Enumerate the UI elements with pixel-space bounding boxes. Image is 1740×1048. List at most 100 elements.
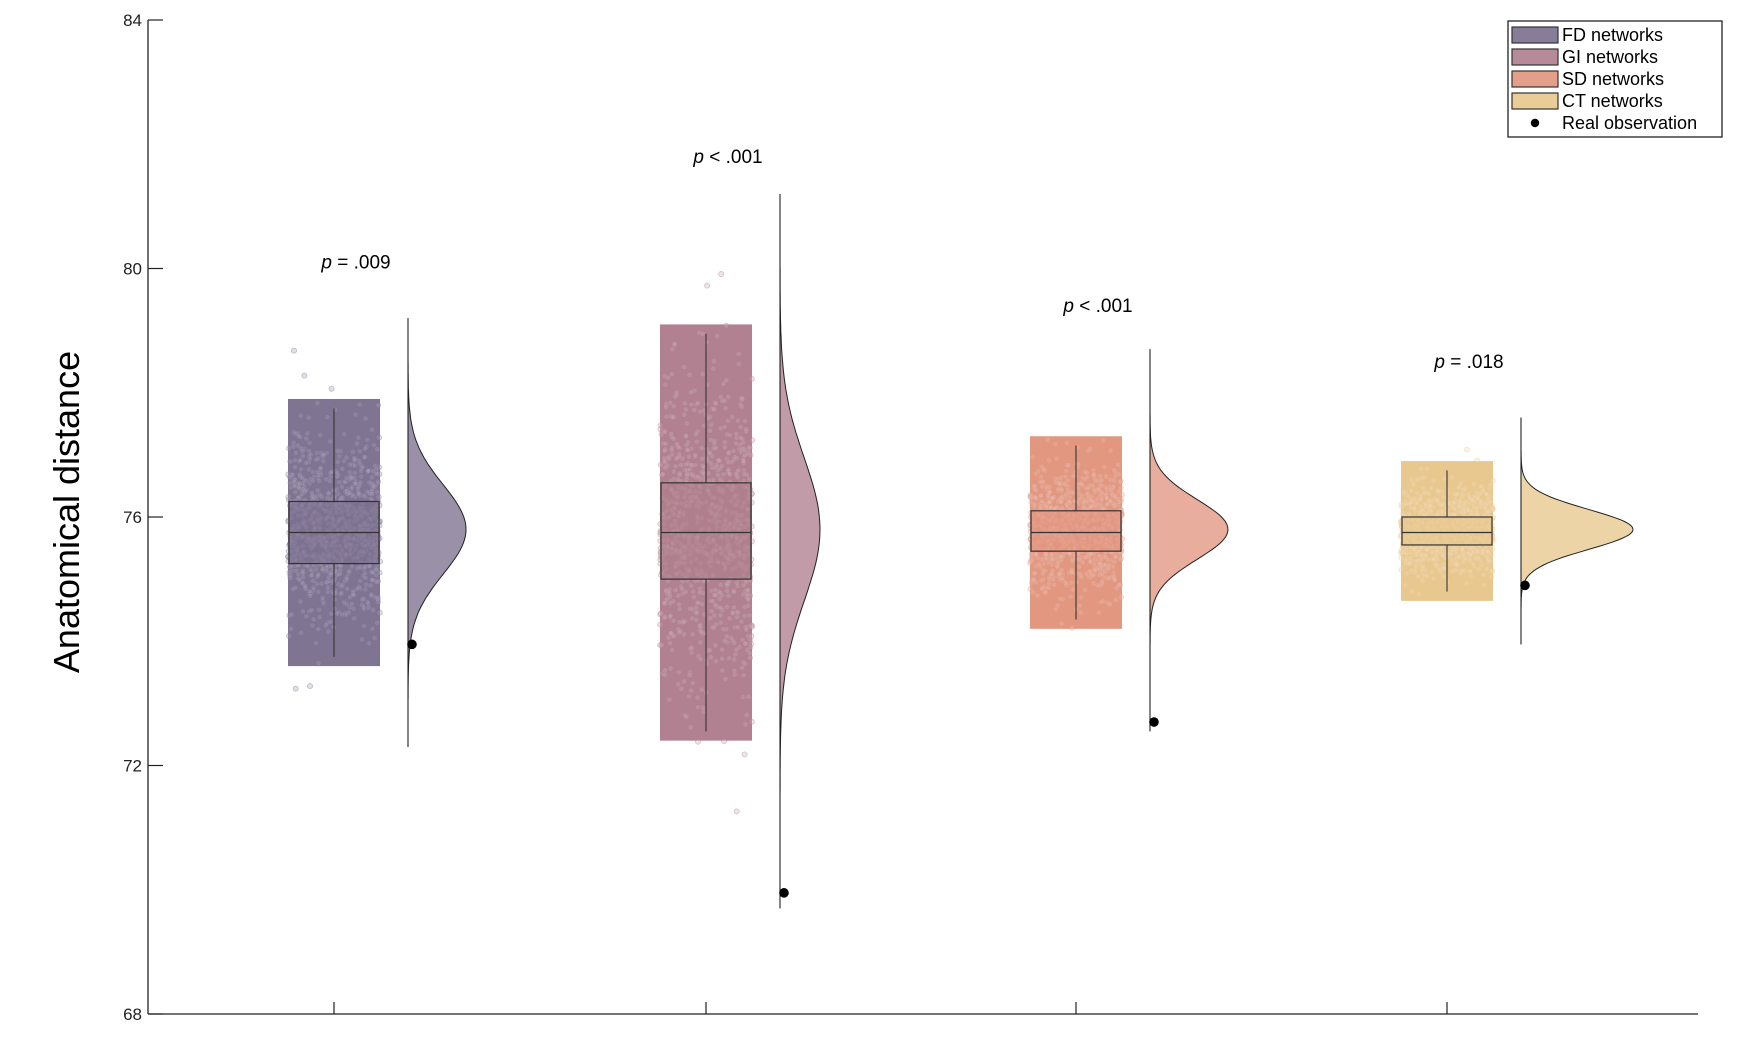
scatter-point-gi-networks (721, 424, 728, 430)
scatter-point-sd-networks (1107, 483, 1113, 490)
scatter-point-sd-networks (1087, 446, 1094, 452)
scatter-point-fd-networks (365, 468, 372, 475)
scatter-point-fd-networks (289, 472, 296, 479)
scatter-point-fd-networks (315, 572, 322, 579)
scatter-point-sd-networks (1051, 494, 1057, 501)
scatter-point-ct-networks (1429, 498, 1436, 504)
scatter-point-sd-networks (1102, 568, 1109, 575)
scatter-point-fd-networks (375, 578, 381, 585)
scatter-point-sd-networks (1043, 500, 1050, 507)
scatter-point-fd-networks (369, 480, 376, 486)
scatter-point-gi-networks (697, 585, 704, 592)
scatter-point-gi-networks (660, 440, 667, 447)
scatter-point-fd-networks (324, 589, 331, 595)
scatter-point-fd-networks (308, 590, 315, 597)
scatter-point-sd-networks (1116, 488, 1123, 495)
scatter-point-sd-networks (1105, 575, 1111, 582)
scatter-point-fd-networks (307, 451, 314, 458)
scatter-point-fd-networks (315, 626, 322, 633)
scatter-point-fd-networks (342, 610, 349, 617)
scatter-point-sd-networks (1092, 477, 1099, 484)
scatter-point-sd-networks (1107, 447, 1114, 454)
scatter-point-sd-networks (1031, 570, 1038, 577)
scatter-point-gi-networks (682, 461, 689, 468)
scatter-point-fd-networks (337, 448, 344, 455)
scatter-point-fd-networks (373, 481, 380, 488)
observation-layer (407, 580, 1530, 898)
scatter-point-sd-networks (1037, 478, 1044, 485)
scatter-point-fd-networks (356, 460, 363, 467)
scatter-point-sd-networks (1096, 571, 1103, 578)
scatter-point-gi-networks (711, 406, 718, 413)
scatter-point-sd-networks (1038, 577, 1045, 584)
scatter-point-gi-networks (734, 582, 741, 589)
scatter-point-ct-networks (1484, 547, 1491, 554)
scatter-point-gi-networks (661, 428, 668, 435)
scatter-point-sd-networks (1117, 484, 1124, 491)
scatter-point-fd-networks (317, 469, 324, 476)
scatter-point-fd-networks (317, 491, 323, 498)
y-tick-label: 80 (123, 260, 142, 279)
scatter-point-fd-networks (313, 493, 320, 500)
scatter-point-fd-networks (355, 483, 362, 490)
scatter-point-fd-networks (306, 590, 312, 597)
scatter-point-gi-networks (748, 622, 755, 629)
scatter-point-fd-networks (292, 480, 299, 487)
scatter-point-gi-networks (671, 476, 678, 483)
scatter-point-gi-networks (708, 460, 715, 467)
scatter-point-sd-networks (1068, 569, 1075, 576)
scatter-point-ct-networks (1483, 501, 1490, 507)
scatter-point-ct-networks (1449, 474, 1456, 481)
scatter-point-gi-networks (668, 371, 675, 378)
scatter-point-ct-networks (1444, 579, 1451, 586)
scatter-point-gi-networks (698, 445, 705, 452)
scatter-point-gi-networks (707, 647, 713, 654)
scatter-point-fd-networks (375, 494, 382, 500)
scatter-point-gi-networks (699, 371, 706, 378)
scatter-point-fd-networks (295, 442, 301, 449)
scatter-point-gi-networks (735, 609, 742, 616)
real-observation-ct-networks (1520, 580, 1530, 591)
scatter-point-fd-networks (301, 483, 308, 490)
scatter-point-sd-networks (1086, 496, 1093, 503)
scatter-point-gi-networks (692, 452, 699, 458)
scatter-point-gi-networks (735, 351, 742, 357)
scatter-point-sd-networks (1040, 466, 1047, 473)
scatter-point-ct-networks (1479, 550, 1486, 557)
scatter-point-fd-networks (376, 569, 383, 576)
scatter-point-sd-networks (1109, 493, 1116, 500)
scatter-point-ct-networks (1415, 573, 1422, 580)
scatter-point-gi-networks (724, 633, 730, 640)
scatter-point-gi-networks (736, 445, 743, 452)
scatter-point-gi-networks (699, 455, 706, 462)
scatter-point-gi-networks (734, 468, 741, 475)
scatter-point-gi-networks (708, 587, 715, 594)
scatter-point-gi-networks (696, 589, 703, 596)
scatter-point-ct-networks (1417, 496, 1424, 503)
scatter-point-fd-networks (338, 495, 344, 501)
scatter-point-sd-networks (1078, 574, 1085, 581)
scatter-point-fd-networks (357, 585, 364, 592)
scatter-point-ct-networks (1410, 546, 1417, 553)
scatter-point-fd-networks (371, 577, 378, 584)
scatter-point-fd-networks (375, 478, 382, 485)
scatter-point-sd-networks (1048, 571, 1055, 578)
scatter-point-fd-networks (314, 468, 321, 475)
scatter-point-fd-networks (293, 567, 300, 574)
scatter-point-fd-networks (287, 563, 293, 570)
scatter-point-fd-networks (300, 567, 307, 574)
scatter-point-ct-networks (1430, 503, 1437, 510)
scatter-point-gi-networks (661, 600, 668, 607)
scatter-point-fd-networks (376, 609, 383, 616)
scatter-point-sd-networks (1041, 583, 1048, 590)
scatter-point-fd-networks (365, 604, 372, 611)
scatter-point-sd-networks (1037, 503, 1044, 510)
scatter-point-gi-networks (704, 282, 711, 289)
scatter-point-sd-networks (1095, 567, 1102, 574)
scatter-point-fd-networks (334, 473, 341, 480)
scatter-point-sd-networks (1115, 501, 1122, 508)
scatter-point-fd-networks (299, 568, 306, 575)
scatter-point-gi-networks (695, 652, 702, 659)
scatter-point-sd-networks (1030, 576, 1037, 583)
